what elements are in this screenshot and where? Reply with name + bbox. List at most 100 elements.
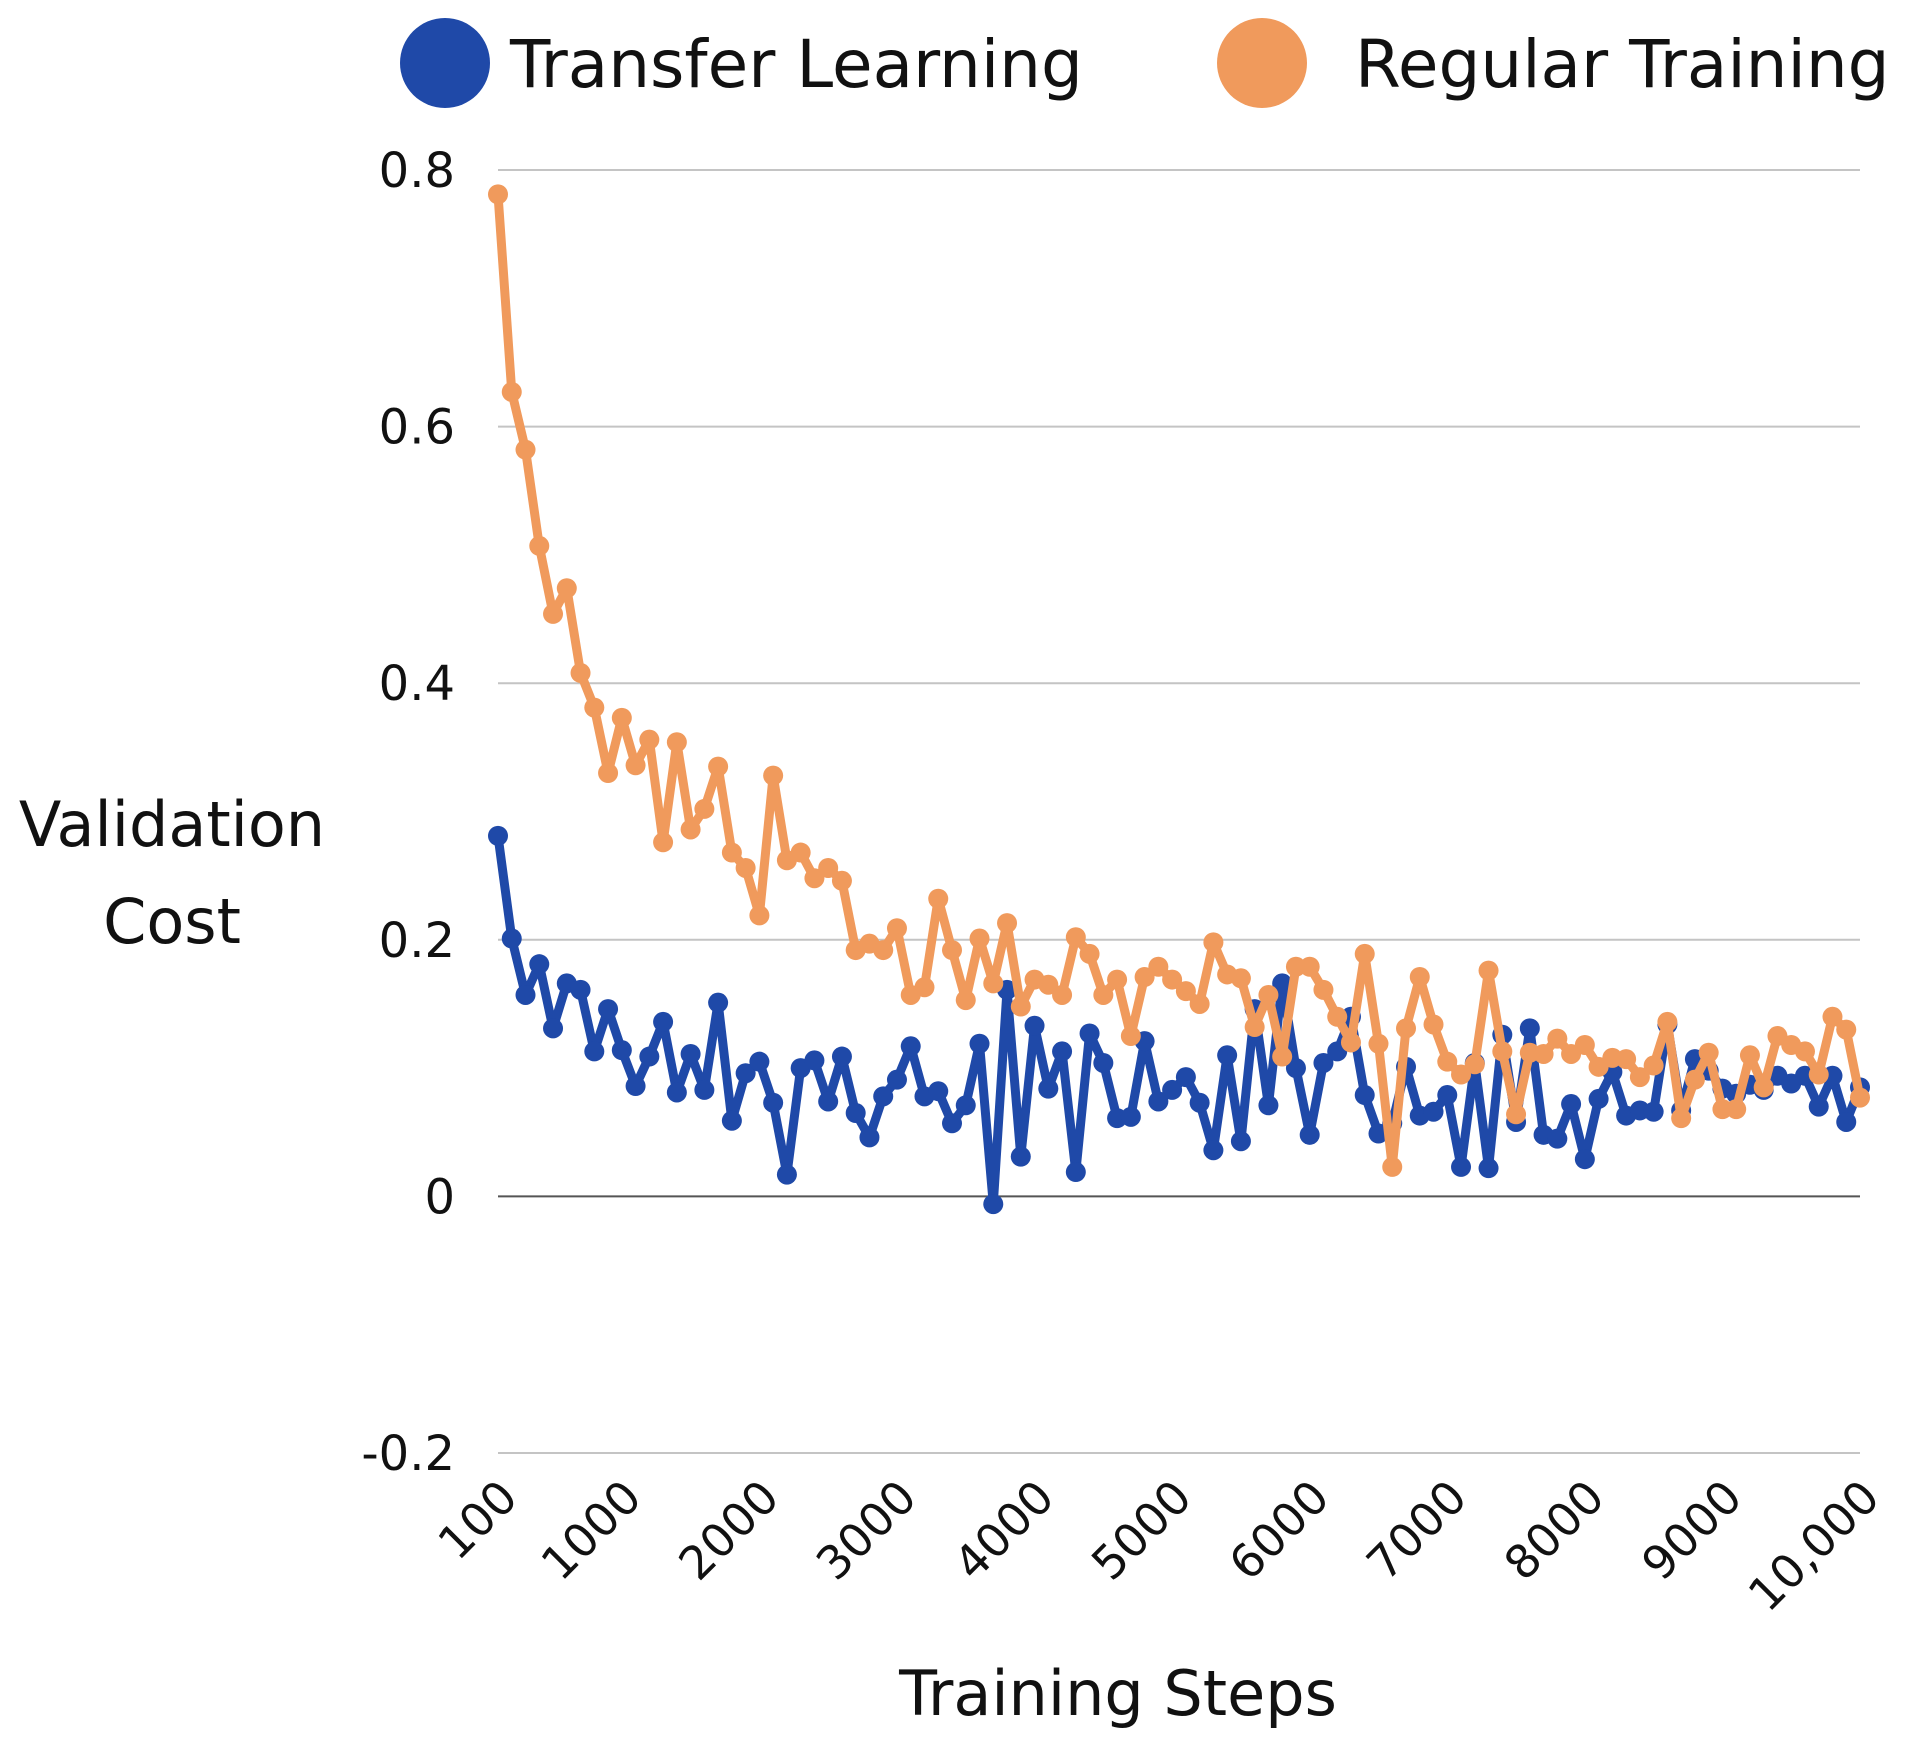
data-point-regular-training (570, 662, 591, 683)
data-point-transfer-learning (1299, 1124, 1320, 1145)
data-point-transfer-learning (1148, 1091, 1169, 1112)
data-point-transfer-learning (1836, 1111, 1857, 1132)
x-tick-label: 2000 (668, 1470, 789, 1591)
data-point-transfer-learning (818, 1091, 839, 1112)
data-point-regular-training (1794, 1041, 1815, 1062)
data-point-regular-training (625, 755, 646, 776)
data-point-regular-training (804, 868, 825, 889)
data-point-regular-training (1547, 1028, 1568, 1049)
data-point-regular-training (1657, 1011, 1678, 1032)
data-point-transfer-learning (969, 1033, 990, 1054)
data-point-transfer-learning (763, 1092, 784, 1113)
data-point-transfer-learning (584, 1041, 605, 1062)
legend-label-transfer-learning: Transfer Learning (509, 26, 1083, 103)
data-point-regular-training (1739, 1045, 1760, 1066)
data-point-regular-training (955, 990, 976, 1011)
data-point-transfer-learning (1175, 1067, 1196, 1088)
y-tick-label: 0.6 (379, 400, 455, 456)
data-point-transfer-learning (1272, 973, 1293, 994)
data-point-regular-training (556, 578, 577, 599)
data-point-regular-training (997, 913, 1018, 934)
data-point-regular-training (1134, 967, 1155, 988)
data-point-regular-training (708, 756, 729, 777)
data-point-transfer-learning (831, 1046, 852, 1067)
data-point-regular-training (1478, 960, 1499, 981)
data-point-regular-training (694, 798, 715, 819)
data-point-transfer-learning (776, 1164, 797, 1185)
data-point-regular-training (1753, 1077, 1774, 1098)
data-point-regular-training (1464, 1054, 1485, 1075)
y-tick-label: 0.2 (379, 913, 455, 969)
data-point-regular-training (1065, 927, 1086, 948)
data-point-regular-training (543, 603, 564, 624)
data-point-regular-training (1451, 1064, 1472, 1085)
data-point-transfer-learning (1354, 1085, 1375, 1106)
series-regular-training (488, 184, 1870, 1177)
y-tick-label: 0.8 (379, 143, 455, 199)
data-point-regular-training (1850, 1087, 1870, 1108)
data-point-regular-training (1354, 943, 1375, 964)
data-point-regular-training (501, 381, 522, 402)
x-tick-label: 4000 (943, 1470, 1064, 1591)
data-point-transfer-learning (694, 1079, 715, 1100)
data-point-transfer-learning (1079, 1023, 1100, 1044)
data-point-regular-training (1189, 993, 1210, 1014)
data-point-regular-training (1258, 984, 1279, 1005)
data-point-transfer-learning (942, 1113, 962, 1134)
data-point-transfer-learning (873, 1086, 894, 1107)
data-point-transfer-learning (639, 1046, 660, 1067)
data-point-transfer-learning (1547, 1128, 1568, 1149)
data-point-regular-training (529, 535, 550, 556)
data-point-transfer-learning (928, 1081, 949, 1102)
data-point-regular-training (680, 819, 701, 840)
x-tick-label: 6000 (1219, 1470, 1340, 1591)
data-point-transfer-learning (1052, 1041, 1073, 1062)
data-point-transfer-learning (543, 1018, 564, 1039)
data-point-regular-training (1684, 1069, 1705, 1090)
legend-marker-transfer-learning (400, 18, 490, 108)
data-point-regular-training (584, 697, 605, 718)
data-point-regular-training (1272, 1046, 1293, 1067)
data-point-regular-training (1616, 1049, 1637, 1070)
data-point-regular-training (639, 729, 660, 750)
data-point-transfer-learning (845, 1103, 866, 1124)
y-axis-ticks: 0.8 0.6 0.4 0.2 0 -0.2 (361, 143, 455, 1482)
data-point-transfer-learning (1024, 1015, 1045, 1036)
y-tick-label: -0.2 (361, 1426, 455, 1482)
data-point-regular-training (1010, 996, 1031, 1017)
data-point-regular-training (721, 842, 742, 863)
data-point-regular-training (1836, 1019, 1857, 1040)
data-point-regular-training (942, 940, 962, 961)
data-point-regular-training (1382, 1156, 1403, 1177)
data-point-regular-training (1506, 1104, 1527, 1125)
data-point-transfer-learning (1189, 1092, 1210, 1113)
x-tick-label: 9000 (1631, 1470, 1752, 1591)
data-point-regular-training (983, 973, 1004, 994)
data-point-regular-training (831, 870, 852, 891)
series-line-transfer-learning (493, 831, 1865, 1209)
data-point-transfer-learning (625, 1076, 646, 1097)
data-point-regular-training (666, 732, 687, 753)
data-point-regular-training (873, 940, 894, 961)
data-point-regular-training (1340, 1032, 1361, 1053)
data-point-transfer-learning (955, 1095, 976, 1116)
data-point-regular-training (1107, 969, 1128, 990)
data-point-transfer-learning (1038, 1078, 1059, 1099)
data-point-transfer-learning (721, 1110, 742, 1131)
x-tick-label: 3000 (806, 1470, 927, 1591)
data-point-transfer-learning (735, 1063, 756, 1084)
data-point-regular-training (763, 765, 784, 786)
data-point-regular-training (1423, 1014, 1444, 1035)
data-point-regular-training (1396, 1018, 1416, 1039)
data-point-regular-training (1244, 1017, 1265, 1038)
y-tick-label: 0.4 (379, 656, 455, 712)
data-point-regular-training (735, 857, 756, 878)
x-axis-title: Training Steps (898, 1657, 1337, 1730)
x-tick-label: 100 (428, 1470, 528, 1570)
series-transfer-learning (488, 825, 1870, 1215)
data-point-regular-training (914, 977, 935, 998)
data-point-regular-training (790, 842, 811, 863)
data-point-regular-training (1052, 984, 1073, 1005)
data-point-regular-training (1533, 1043, 1554, 1064)
